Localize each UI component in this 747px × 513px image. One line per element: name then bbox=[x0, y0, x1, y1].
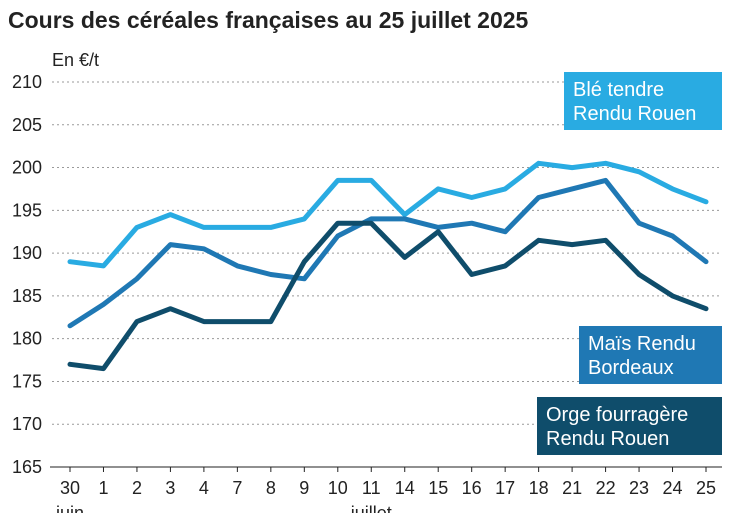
x-tick-label: 24 bbox=[663, 478, 683, 498]
x-tick-label: 9 bbox=[299, 478, 309, 498]
series-label-background bbox=[537, 397, 722, 455]
x-tick-label: 25 bbox=[696, 478, 716, 498]
series-label-text: Maïs Rendu bbox=[588, 333, 696, 355]
series-label-text: Rendu Rouen bbox=[573, 103, 696, 125]
x-tick-label: 16 bbox=[462, 478, 482, 498]
y-axis-ticks: 165 170 175 180 185 190 195 200 205 210 bbox=[12, 72, 42, 477]
y-tick-label: 165 bbox=[12, 457, 42, 477]
series-lines bbox=[67, 160, 709, 372]
x-tick-label: 21 bbox=[562, 478, 582, 498]
x-tick-label: 10 bbox=[328, 478, 348, 498]
x-tick-label: 15 bbox=[428, 478, 448, 498]
y-tick-label: 195 bbox=[12, 200, 42, 220]
x-tick-label: 3 bbox=[165, 478, 175, 498]
x-axis-month-labels: juin juillet bbox=[55, 503, 392, 513]
gridlines bbox=[52, 81, 722, 425]
x-tick-label: 17 bbox=[495, 478, 515, 498]
series-line-0 bbox=[67, 160, 709, 269]
x-tick-label: 23 bbox=[629, 478, 649, 498]
y-tick-label: 200 bbox=[12, 158, 42, 178]
x-axis-ticks: 30 1 2 3 4 7 8 9 10 11 14 15 16 17 18 21 22 23 24 25 bbox=[60, 467, 716, 498]
chart-title: Cours des céréales françaises au 25 juil… bbox=[8, 7, 529, 33]
x-tick-label: 30 bbox=[60, 478, 80, 498]
x-tick-label: 22 bbox=[596, 478, 616, 498]
series-label-text: Bordeaux bbox=[588, 357, 674, 379]
y-tick-label: 180 bbox=[12, 329, 42, 349]
x-tick-label: 14 bbox=[395, 478, 415, 498]
series-label-background bbox=[579, 326, 722, 384]
x-tick-label: 4 bbox=[199, 478, 209, 498]
series-label-text: Orge fourragère bbox=[546, 404, 688, 426]
y-tick-label: 210 bbox=[12, 72, 42, 92]
x-month-label: juin bbox=[55, 503, 84, 513]
x-tick-label: 8 bbox=[266, 478, 276, 498]
series-label-background bbox=[564, 72, 722, 130]
series-label-text: Blé tendre bbox=[573, 79, 664, 101]
y-axis-unit-label: En €/t bbox=[52, 50, 99, 70]
series-line-2 bbox=[67, 220, 709, 372]
y-tick-label: 205 bbox=[12, 115, 42, 135]
x-tick-label: 7 bbox=[232, 478, 242, 498]
series-line-1 bbox=[67, 177, 709, 329]
series-label-text: Rendu Rouen bbox=[546, 428, 669, 450]
y-tick-label: 185 bbox=[12, 286, 42, 306]
y-tick-label: 170 bbox=[12, 414, 42, 434]
y-tick-label: 190 bbox=[12, 243, 42, 263]
x-tick-label: 1 bbox=[98, 478, 108, 498]
x-tick-label: 18 bbox=[529, 478, 549, 498]
x-month-label: juillet bbox=[350, 503, 392, 513]
x-tick-label: 2 bbox=[132, 478, 142, 498]
x-tick-label: 11 bbox=[362, 478, 381, 498]
y-tick-label: 175 bbox=[12, 371, 42, 391]
